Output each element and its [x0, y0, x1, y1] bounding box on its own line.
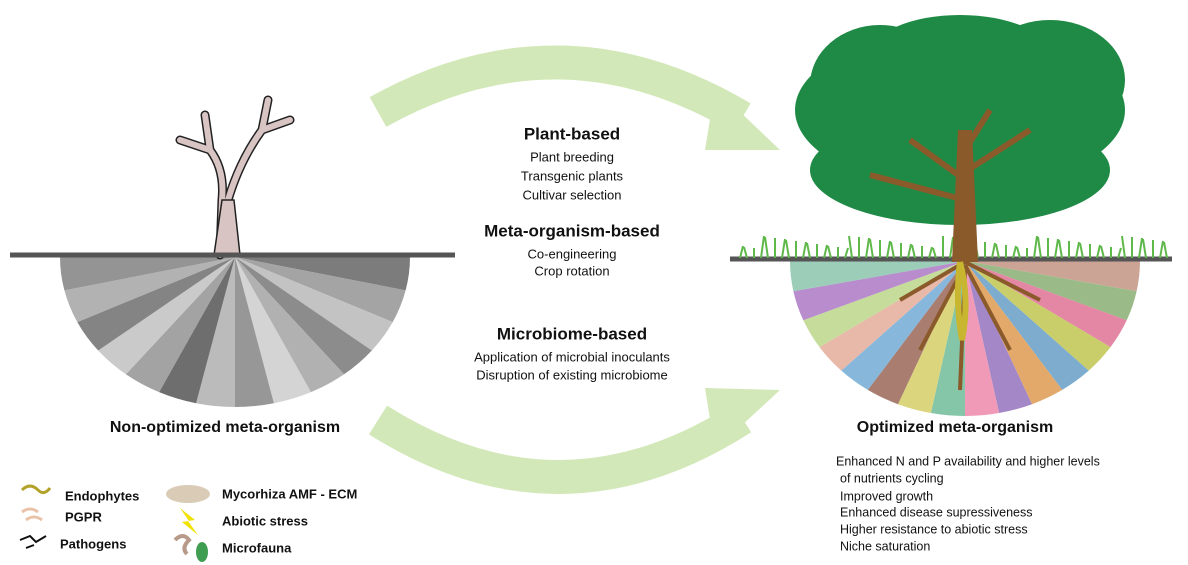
strategy-item: Co-engineering — [528, 246, 617, 261]
grass-blade — [761, 236, 764, 258]
grass-blade — [1038, 237, 1041, 258]
grass-blade — [908, 244, 911, 258]
grass-blade — [992, 243, 995, 258]
grass-blade — [891, 242, 894, 258]
strategy-item: Disruption of existing microbiome — [476, 367, 667, 382]
grass-blade — [912, 245, 915, 258]
grass-blade — [929, 247, 932, 258]
dead-tree — [180, 100, 290, 255]
grass-blade — [803, 242, 806, 258]
grass-blade — [1059, 240, 1062, 258]
grass-blade — [870, 239, 873, 258]
legend-label: PGPR — [65, 509, 102, 524]
bottom-arrow — [378, 418, 742, 477]
legend-label: Pathogens — [60, 536, 126, 551]
left-label: Non-optimized meta-organism — [110, 419, 340, 436]
grass-blade — [1013, 246, 1016, 258]
grass-blade — [996, 244, 999, 258]
strategy-item: Cultivar selection — [523, 187, 622, 202]
grass-blade — [1034, 236, 1037, 258]
grass-blade — [744, 247, 747, 258]
top-arrow-head — [705, 88, 780, 150]
grass-blade — [866, 238, 869, 258]
grass-blade — [782, 239, 785, 258]
grass-blade — [849, 236, 852, 258]
grass-blade — [828, 246, 831, 258]
figure: Plant-based Plant breeding Transgenic pl… — [0, 0, 1188, 565]
strategy-item: Application of microbial inoculants — [474, 349, 670, 364]
top-arrow — [378, 62, 742, 118]
grass-blade — [1122, 236, 1125, 258]
strategy-item: Transgenic plants — [521, 168, 624, 183]
grass-blade — [1080, 243, 1083, 258]
outcome: Enhanced N and P availability and higher… — [836, 454, 1100, 468]
left-soil — [60, 257, 410, 407]
grass-blade — [765, 237, 768, 258]
grass-blade — [1143, 239, 1146, 258]
outcome: of nutrients cycling — [840, 471, 944, 485]
legend-label: Microfauna — [222, 540, 292, 555]
grass-blade — [786, 240, 789, 258]
legend-label: Mycorhiza AMF - ECM — [222, 486, 357, 501]
grass-blade — [1139, 238, 1142, 258]
outcome: Enhanced disease supressiveness — [840, 505, 1032, 519]
outcome: Higher resistance to abiotic stress — [840, 522, 1028, 536]
strategy-item: Plant breeding — [530, 149, 614, 164]
strategy-title: Meta-organism-based — [484, 221, 660, 240]
grass-blade — [1097, 245, 1100, 258]
bottom-arrow-head — [705, 388, 780, 450]
outcome: Improved growth — [840, 489, 933, 503]
grass-blade — [1160, 241, 1163, 258]
right-label: Optimized meta-organism — [857, 419, 1053, 436]
strategy-title: Plant-based — [524, 124, 620, 143]
grass-blade — [1076, 242, 1079, 258]
outcome: Niche saturation — [840, 539, 930, 553]
grass-blade — [807, 243, 810, 258]
strategy-item: Crop rotation — [534, 263, 609, 278]
legend-label: Endophytes — [65, 488, 139, 503]
grass-blade — [1055, 239, 1058, 258]
grass-blade — [887, 241, 890, 258]
grass-blade — [824, 245, 827, 258]
grass-blade — [740, 246, 743, 258]
legend-label: Abiotic stress — [222, 513, 308, 528]
strategy-title: Microbiome-based — [497, 324, 647, 343]
grass-blade — [1101, 246, 1104, 258]
grass-blade — [1017, 247, 1020, 258]
grass-blade — [1164, 242, 1167, 258]
